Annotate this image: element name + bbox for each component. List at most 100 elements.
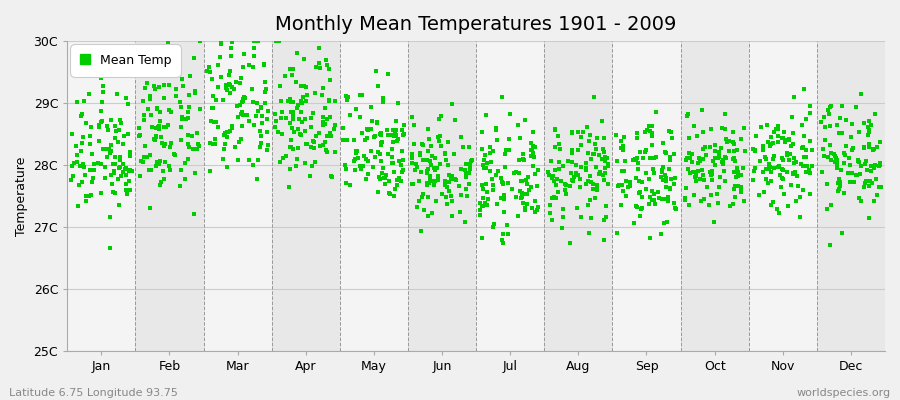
Point <box>355 92 369 99</box>
Point <box>420 156 435 163</box>
Point <box>842 155 856 162</box>
Point <box>251 157 266 164</box>
Point <box>367 133 382 140</box>
Point <box>501 180 516 186</box>
Point <box>213 74 228 80</box>
Point <box>368 133 382 139</box>
Point <box>260 146 274 153</box>
Point <box>659 183 673 190</box>
Point <box>730 165 744 171</box>
Point <box>712 184 726 190</box>
Point <box>175 114 189 120</box>
Point <box>644 196 659 203</box>
Point <box>526 142 540 149</box>
Point <box>573 142 588 148</box>
Point <box>391 100 405 106</box>
Point <box>770 164 785 170</box>
Point <box>303 144 318 150</box>
Point <box>284 108 299 115</box>
Point <box>872 184 886 190</box>
Point <box>626 157 640 163</box>
Point <box>291 102 305 108</box>
Point <box>104 142 118 148</box>
Point <box>552 141 566 147</box>
Point <box>788 198 803 204</box>
Point <box>786 130 800 136</box>
Point <box>454 192 468 198</box>
Point <box>592 152 607 158</box>
Point <box>712 149 726 155</box>
Point <box>520 174 535 180</box>
Point <box>795 161 809 167</box>
Point <box>815 146 830 152</box>
Point <box>585 150 599 157</box>
Point <box>832 186 846 192</box>
Point <box>202 64 216 70</box>
Point <box>493 174 508 181</box>
Point <box>389 132 403 139</box>
Point <box>155 140 169 146</box>
Point <box>752 158 767 164</box>
Point <box>321 97 336 103</box>
Point <box>558 186 572 193</box>
Point <box>558 180 572 187</box>
Point <box>598 165 612 172</box>
Point <box>845 144 859 151</box>
Point <box>630 203 644 210</box>
Point <box>728 158 742 165</box>
Point <box>634 179 649 185</box>
Point <box>420 169 435 176</box>
Point <box>832 183 847 189</box>
Point <box>775 135 789 142</box>
Point <box>174 167 188 174</box>
Point <box>729 174 743 180</box>
Point <box>395 127 410 134</box>
Point <box>544 158 558 165</box>
Point <box>410 204 424 210</box>
Point <box>428 167 442 173</box>
Point <box>70 98 85 105</box>
Point <box>516 151 530 157</box>
Point <box>847 179 861 185</box>
Point <box>131 125 146 132</box>
Point <box>482 144 497 150</box>
Point <box>570 205 584 211</box>
Point <box>582 196 597 203</box>
Point <box>178 160 193 166</box>
Point <box>113 154 128 160</box>
Point <box>293 131 308 137</box>
Point <box>554 146 568 152</box>
Point <box>775 155 789 162</box>
Point <box>182 92 196 98</box>
Point <box>564 177 579 184</box>
Point <box>433 161 447 167</box>
Point <box>629 175 643 181</box>
Point <box>776 166 790 173</box>
Point <box>814 169 829 175</box>
Point <box>92 124 106 130</box>
Point <box>838 152 852 158</box>
Point <box>497 208 511 215</box>
Point <box>845 146 859 153</box>
Point <box>831 180 845 187</box>
Point <box>96 89 111 96</box>
Point <box>764 202 778 208</box>
Point <box>634 194 649 200</box>
Point <box>168 152 183 158</box>
Point <box>590 135 604 141</box>
Point <box>458 186 473 192</box>
Point <box>420 148 435 154</box>
Point <box>94 119 108 125</box>
Point <box>481 196 495 202</box>
Point <box>648 201 662 207</box>
Point <box>685 151 699 158</box>
Point <box>444 173 458 180</box>
Point <box>528 170 543 177</box>
Point <box>220 164 234 170</box>
Point <box>520 191 535 198</box>
Point <box>719 138 733 145</box>
Point <box>184 73 198 80</box>
Point <box>204 76 219 83</box>
Point <box>144 166 158 173</box>
Point <box>643 128 657 134</box>
